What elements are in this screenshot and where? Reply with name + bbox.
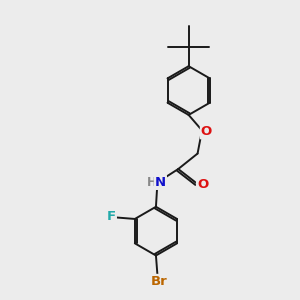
Text: N: N — [155, 176, 166, 189]
Text: O: O — [201, 125, 212, 138]
Text: Br: Br — [151, 275, 167, 288]
Text: F: F — [107, 210, 116, 224]
Text: H: H — [147, 176, 157, 189]
Text: O: O — [197, 178, 208, 191]
